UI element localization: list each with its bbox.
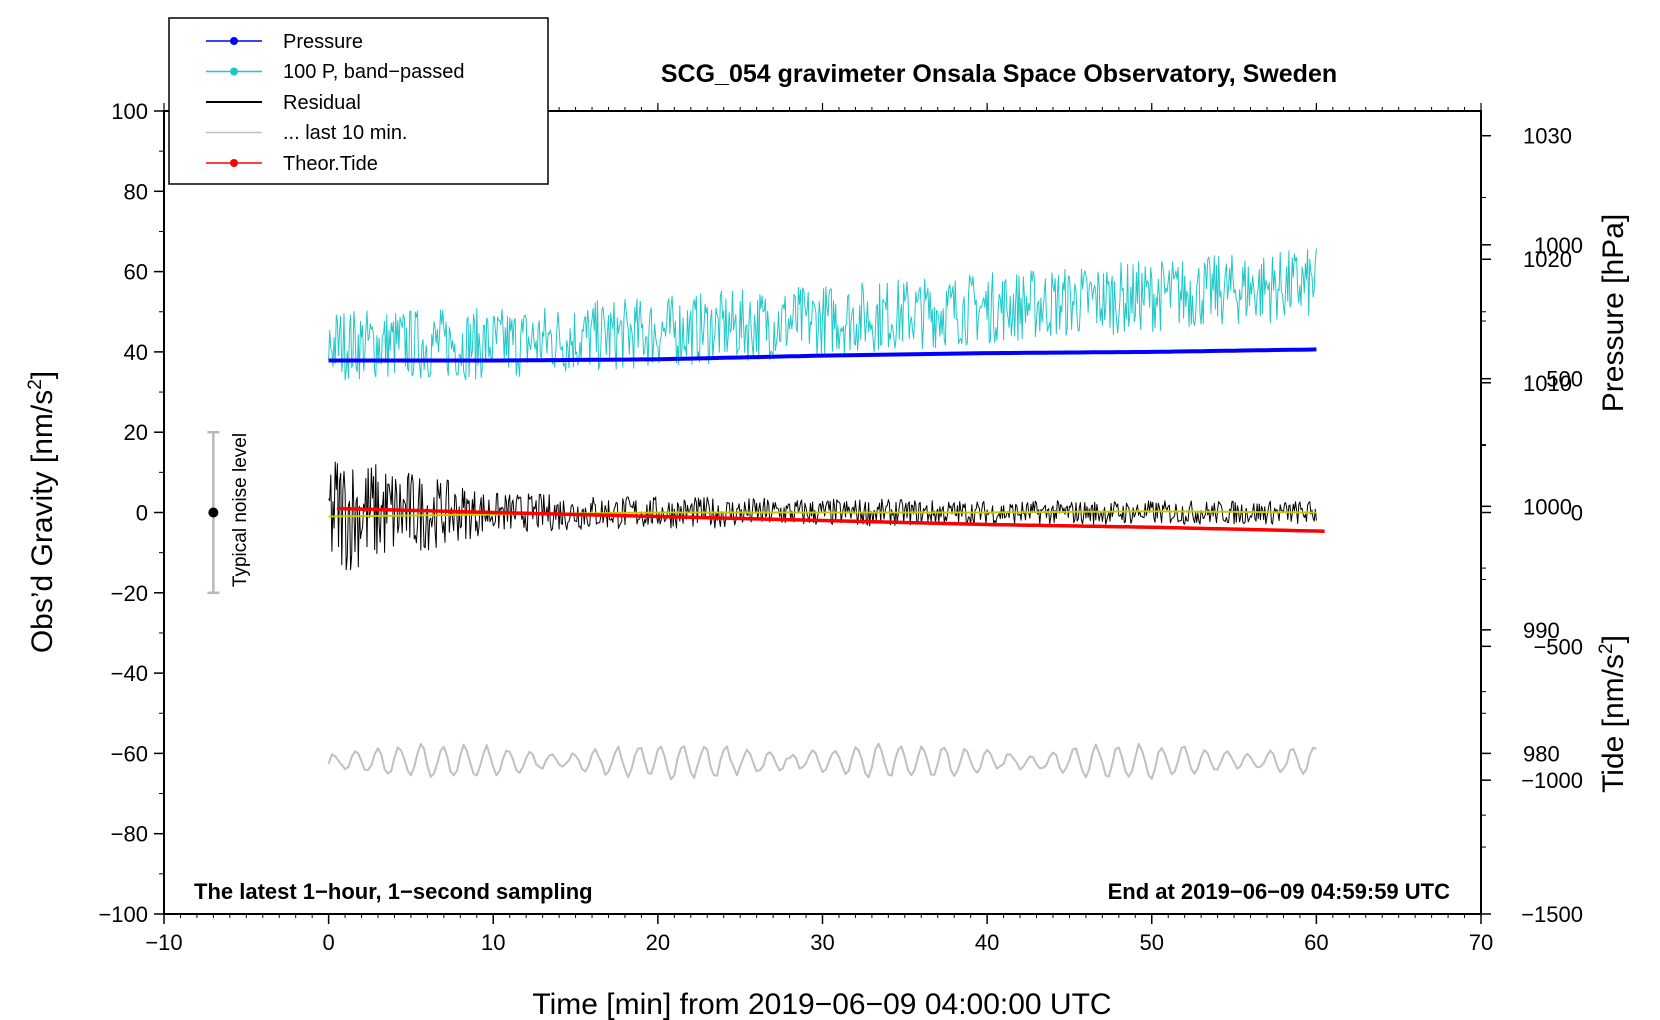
- x-tick-label: −10: [145, 930, 182, 955]
- plot-series: [327, 248, 1325, 781]
- tide-tick-label: −500: [1533, 634, 1583, 659]
- tide-tick-label: −1500: [1521, 902, 1583, 927]
- legend-label-band-passed: 100 P, band−passed: [283, 61, 464, 83]
- x-tick-label: 70: [1469, 930, 1493, 955]
- band-passed-line: [328, 248, 1317, 381]
- pressure-tick-label: 1010: [1523, 371, 1572, 396]
- tide-axis-label-end: ]: [1597, 635, 1630, 643]
- tide-tick-label: 0: [1571, 501, 1583, 526]
- tide-tick-label: 1000: [1534, 233, 1583, 258]
- pressure-tick-label: 980: [1523, 741, 1560, 766]
- y-axis-label-sup: 2: [25, 379, 46, 390]
- y-tick-label: −20: [111, 581, 148, 606]
- x-axis-label: Time [min] from 2019−06−09 04:00:00 UTC: [532, 988, 1111, 1020]
- y-tick-label: 60: [124, 260, 148, 285]
- y-tick-label: 100: [111, 99, 148, 124]
- x-tick-label: 20: [646, 930, 670, 955]
- axis-ticks: −10 0 10 20 30 40 50 60 70−100−80−60−40−20020406…: [98, 99, 1583, 955]
- y-axis-label: Obs’d Gravity [nm/s2]: [25, 371, 59, 653]
- x-tick-label: 40: [975, 930, 999, 955]
- pressure-axis-label: Pressure [hPa]: [1597, 214, 1630, 412]
- x-tick-label: 10: [481, 930, 505, 955]
- pressure-tick-label: 1000: [1523, 494, 1572, 519]
- y-tick-label: −60: [111, 741, 148, 766]
- y-tick-label: 40: [124, 340, 148, 365]
- tide-axis-label-sup: 2: [1596, 643, 1617, 654]
- y-tick-label: 80: [124, 179, 148, 204]
- legend-swatch-band-passed-marker: [230, 67, 238, 76]
- y-tick-label: −40: [111, 661, 148, 686]
- y-tick-label: −100: [98, 902, 148, 927]
- legend-swatch-pressure-marker: [230, 37, 238, 45]
- noise-level-label: Typical noise level: [230, 433, 251, 587]
- y-tick-label: 20: [124, 420, 148, 445]
- tide-tick-label: 500: [1546, 367, 1583, 392]
- pressure-tick-label: 1020: [1523, 247, 1572, 272]
- legend-label-last-10-min: ... last 10 min.: [283, 122, 408, 144]
- pressure-line: [328, 347, 1317, 363]
- noise-bar-center-dot: [208, 507, 219, 518]
- legend: Pressure 100 P, band−passed Residual ...…: [168, 17, 549, 185]
- x-tick-label: 60: [1304, 930, 1328, 955]
- legend-swatch-theor-tide-marker: [230, 159, 238, 167]
- y-axis-label-end: ]: [26, 371, 59, 379]
- pressure-tick-label: 990: [1523, 618, 1560, 643]
- tide-axis-label-main: Tide [nm/s: [1597, 654, 1630, 793]
- x-tick-label: 50: [1140, 930, 1164, 955]
- noise-level-indicator: [207, 430, 220, 595]
- end-time-note: End at 2019−06−09 04:59:59 UTC: [1108, 879, 1451, 904]
- tide-tick-label: −1000: [1521, 768, 1583, 793]
- legend-label-residual: Residual: [283, 92, 361, 114]
- tide-axis-label: Tide [nm/s2]: [1596, 635, 1630, 793]
- residual-line: [328, 461, 1317, 571]
- x-tick-label: 30: [810, 930, 834, 955]
- y-axis-label-main: Obs’d Gravity [nm/s: [26, 390, 59, 653]
- theor-tide-line: [336, 506, 1325, 533]
- y-tick-label: −80: [111, 822, 148, 847]
- y-tick-label: 0: [136, 501, 148, 526]
- legend-label-pressure: Pressure: [283, 31, 363, 53]
- legend-label-theor-tide: Theor.Tide: [283, 153, 378, 175]
- pressure-tick-label: 1030: [1523, 124, 1572, 149]
- chart-title: SCG_054 gravimeter Onsala Space Observat…: [661, 60, 1337, 88]
- x-tick-label: 0: [323, 930, 335, 955]
- legend-items: [206, 37, 262, 167]
- sampling-note: The latest 1−hour, 1−second sampling: [194, 879, 593, 904]
- last-10-min-line: [327, 742, 1317, 781]
- residual-smoothed-line: [328, 510, 1317, 518]
